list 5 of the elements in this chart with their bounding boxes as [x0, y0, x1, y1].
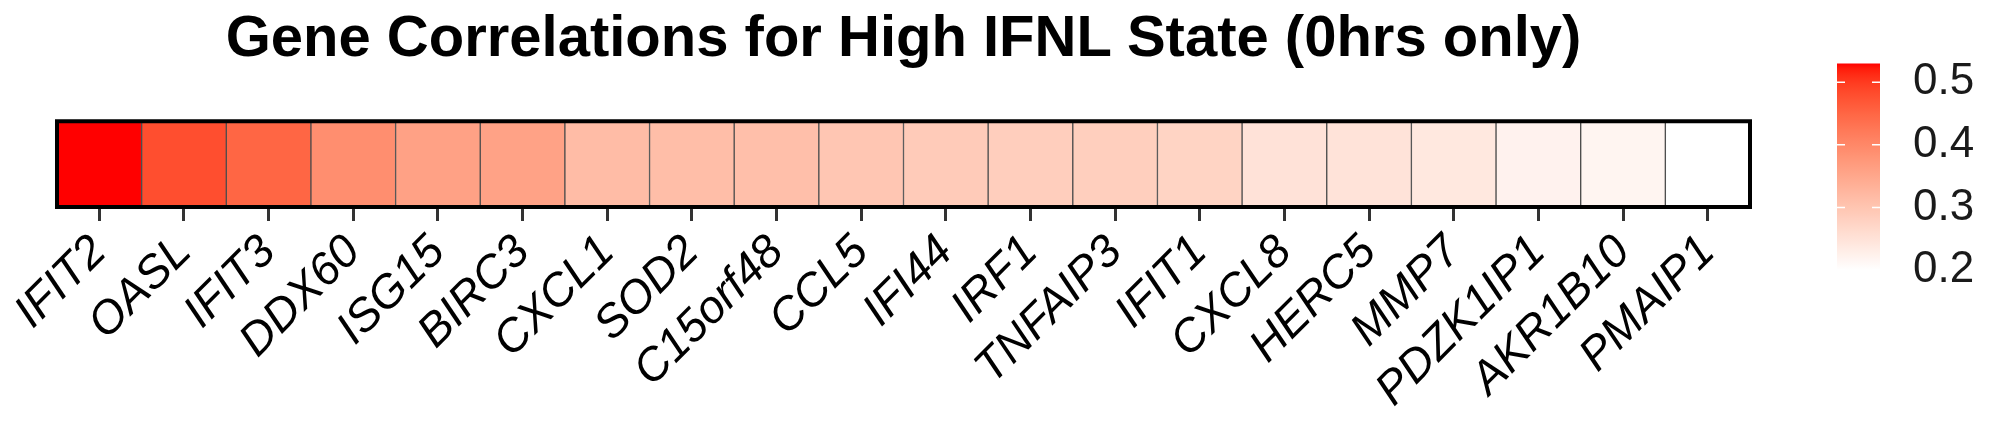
- chart-title: Gene Correlations for High IFNL State (0hrs only): [225, 3, 1582, 69]
- color-bar-label: 0.4: [1913, 116, 1975, 166]
- color-bar-label: 0.2: [1913, 242, 1975, 292]
- color-bar-label: 0.3: [1913, 179, 1975, 229]
- color-bar-label: 0.5: [1913, 54, 1975, 104]
